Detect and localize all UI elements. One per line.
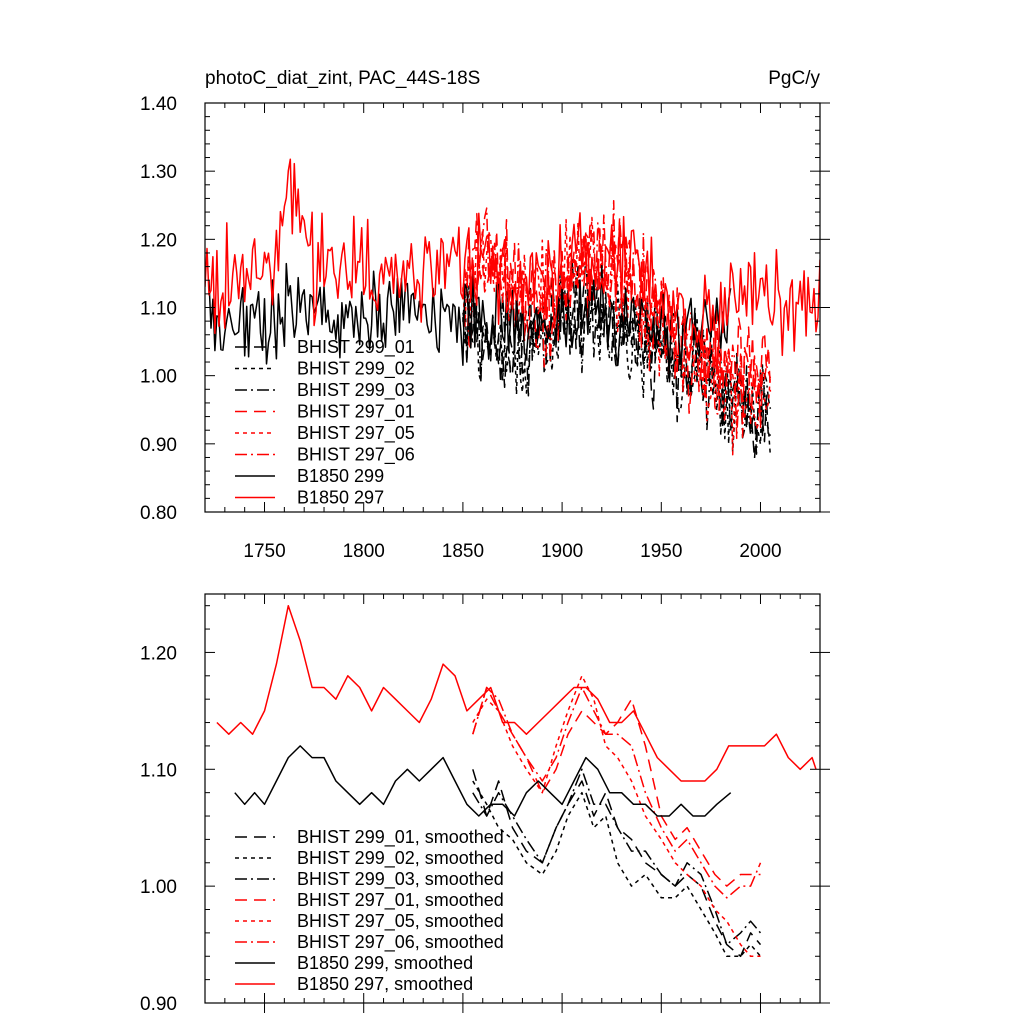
units-label: PgC/y: [768, 68, 820, 89]
bottom-chart: 0.901.001.101.20 BHIST 299_01, smoothedB…: [140, 593, 830, 1015]
series-group: [205, 158, 820, 460]
plot-frame: [204, 593, 821, 1004]
y-tick-label: 0.80: [140, 503, 177, 524]
legend-label: BHIST 299_03, smoothed: [297, 869, 504, 890]
x-tick-label: 2000: [739, 541, 781, 562]
series-line-b1850-297: [205, 158, 820, 375]
y-tick-label: 1.20: [140, 230, 177, 251]
y-tick-label: 1.40: [140, 94, 177, 115]
series-line-b1850-297-smoothed: [216, 604, 817, 782]
y-tick-label: 1.00: [140, 367, 177, 388]
x-tick-label: 1900: [541, 541, 583, 562]
x-tick-label: 1850: [442, 541, 484, 562]
legend-label: BHIST 297_01: [297, 402, 415, 423]
y-tick-label: 1.10: [140, 760, 177, 781]
chart-title: photoC_diat_zint, PAC_44S-18S: [205, 68, 480, 89]
legend-label: B1850 299, smoothed: [297, 953, 473, 973]
series-line-bhist-299-03: [462, 266, 772, 455]
series-line-bhist-299-03-smoothed: [472, 768, 762, 946]
axes: 1750 1800 1850 1900 1950 2000 0.80 0.90 1.00 1.10…: [140, 94, 830, 562]
y-tick-label: 0.90: [140, 435, 177, 456]
series-line-bhist-297-01: [462, 212, 772, 414]
legend-label: B1850 299: [297, 466, 384, 486]
x-tick-label: 1950: [640, 541, 682, 562]
x-tick-label: 1750: [243, 541, 285, 562]
series-group: [216, 604, 817, 958]
legend-label: BHIST 299_01: [297, 337, 415, 358]
series-line-bhist-299-02-smoothed: [472, 780, 762, 958]
legend-label: BHIST 297_05: [297, 423, 415, 444]
x-tick-label: 1800: [343, 541, 385, 562]
y-tick-label: 1.20: [140, 643, 177, 664]
legend-label: BHIST 297_01, smoothed: [297, 890, 504, 911]
legend-label: BHIST 297_05, smoothed: [297, 911, 504, 932]
series-line-b1850-299-smoothed: [234, 745, 732, 817]
y-tick-label: 1.00: [140, 877, 177, 898]
y-tick-label: 1.10: [140, 299, 177, 320]
y-tick-label: 1.30: [140, 162, 177, 183]
legend-label: BHIST 299_01, smoothed: [297, 827, 504, 848]
legend-label: BHIST 297_06: [297, 445, 415, 466]
legend-label: BHIST 299_03: [297, 380, 415, 401]
legend-label: B1850 297: [297, 488, 384, 508]
legend-label: BHIST 297_06, smoothed: [297, 932, 504, 953]
top-chart: photoC_diat_zint, PAC_44S-18S PgC/y 1750…: [140, 68, 830, 562]
series-line-bhist-297-06-smoothed: [472, 686, 762, 899]
series-line-b1850-299: [208, 262, 732, 378]
series-line-bhist-297-05-smoothed: [472, 675, 761, 958]
legend-label: BHIST 299_02, smoothed: [297, 848, 504, 869]
y-tick-label: 0.90: [140, 994, 177, 1015]
legend-label: B1850 297, smoothed: [297, 974, 473, 994]
legend-label: BHIST 299_02: [297, 359, 415, 380]
axes: 0.90 1.00 1.10 1.20: [140, 593, 830, 1015]
